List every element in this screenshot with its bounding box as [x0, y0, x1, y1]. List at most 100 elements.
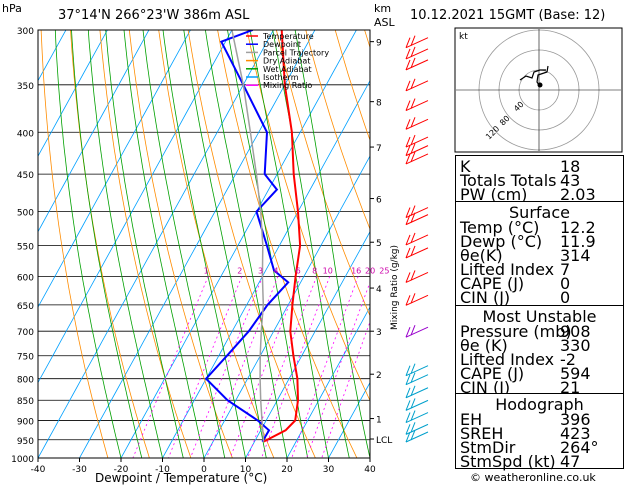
plot-frame: [37, 29, 371, 459]
wind-barb-flag: [410, 293, 416, 304]
legend-label: Wet Adiabat: [263, 65, 312, 74]
wind-barb-flag: [410, 270, 416, 281]
wind-barb-flag: [410, 205, 416, 216]
wind-barb-flag: [410, 429, 416, 441]
km-tick-label: 7: [376, 144, 382, 154]
x-tick-label: -40: [31, 465, 46, 475]
km-tick-label: 9: [376, 39, 382, 49]
km-label: km: [374, 2, 391, 15]
wind-barb-flag: [405, 153, 411, 165]
mixing-ratio-label: 25: [379, 266, 389, 275]
surface-panel: Surface Temp (°C) 12.2 Dewp (°C) 11.9 θe(K…: [455, 201, 624, 307]
pressure-tick-label: 950: [17, 437, 34, 447]
wind-barb: [405, 234, 429, 246]
wind-barb: [405, 271, 429, 283]
x-tick-label: -30: [72, 465, 87, 475]
wind-barb: [405, 59, 429, 71]
dry-adiabat-line: [276, 30, 370, 317]
wind-barb-flag: [405, 234, 411, 246]
wind-barb-flag: [405, 100, 411, 111]
wind-barb-flag: [405, 424, 411, 435]
mixing-ratio-axis-label: Mixing Ratio (g/kg): [390, 245, 400, 330]
wind-barb: [405, 48, 429, 60]
wind-barb-flag: [405, 295, 411, 306]
pressure-tick-label: 600: [17, 273, 34, 283]
indices-panel: K 18 Totals Totals 43 PW (cm) 2.03: [455, 155, 624, 204]
wind-barb: [405, 118, 429, 130]
pressure-tick-label: 750: [17, 353, 34, 363]
wet-adiabat-line: [105, 30, 184, 458]
x-tick-label: 10: [240, 465, 252, 475]
isotherm-line: [245, 230, 370, 458]
x-tick-label: 30: [323, 465, 335, 475]
pressure-tick-label: 300: [17, 27, 34, 37]
x-tick-label: 40: [364, 465, 376, 475]
legend-label: Isotherm: [263, 73, 299, 82]
isotherm-line: [286, 306, 370, 458]
mu-row: Lifted Index -2: [460, 350, 576, 369]
series-temperature: [263, 30, 302, 443]
x-tick-label: -10: [155, 465, 170, 475]
wind-barb-flag: [410, 422, 416, 433]
wind-barb: [405, 136, 429, 148]
pressure-tick-label: 350: [17, 82, 34, 92]
most-unstable-title: Most Unstable: [482, 307, 597, 326]
wet-adiabat-line: [123, 30, 205, 458]
wind-barbs: [405, 35, 429, 443]
hodo-row: EH 396: [460, 410, 591, 429]
pressure-tick-label: 800: [17, 376, 34, 386]
wind-barb-flag: [410, 245, 416, 257]
dry-adiabat-line: [99, 30, 192, 458]
wind-barb-flag: [410, 325, 416, 336]
wet-adiabat-line: [71, 30, 143, 458]
isotherm-line: [38, 30, 108, 157]
wind-barb-flag: [405, 412, 411, 423]
mixing-ratio-label: 2: [237, 266, 242, 275]
km-tick-label: 1: [376, 416, 382, 426]
pressure-tick-label: 500: [17, 209, 34, 219]
isotherm-line: [38, 30, 150, 233]
surface-row: θe(K) 314: [460, 246, 591, 265]
wind-barb: [405, 153, 429, 165]
asl-label: ASL: [374, 16, 396, 29]
axes: 3003504004505005506006507007508008509009…: [11, 27, 392, 475]
wind-barb-flag: [410, 363, 416, 374]
index-row: K 18: [460, 157, 581, 176]
wind-barb-flag: [405, 374, 411, 385]
wet-adiabat-line: [294, 30, 370, 458]
wind-barb: [405, 412, 429, 424]
wind-barb-flag: [405, 48, 411, 60]
wind-barb-flag: [405, 207, 411, 218]
wind-barb-flag: [410, 78, 416, 89]
isotherm-line: [38, 30, 191, 308]
km-tick-label: 2: [376, 371, 382, 381]
most-unstable-panel: Most Unstable Pressure (mb) 908 θe (K) 330…: [455, 305, 624, 397]
wet-adiabat-line: [54, 30, 122, 458]
pressure-tick-label: 450: [17, 171, 34, 181]
wind-barb-flag: [405, 80, 411, 91]
isotherm-line: [38, 30, 274, 458]
isotherm-line: [120, 30, 357, 458]
pressure-tick-label: 900: [17, 418, 34, 428]
dry-adiabat-line: [246, 30, 370, 402]
wind-barb-flag: [410, 410, 416, 421]
mixing-ratio-line: [132, 276, 209, 458]
wind-barb-flag: [405, 247, 411, 259]
wind-barb: [405, 374, 429, 386]
pressure-tick-label: 400: [17, 129, 34, 139]
mu-row: CIN (J) 21: [460, 378, 581, 397]
wind-barb-flag: [405, 59, 411, 71]
wind-barb: [405, 431, 429, 443]
x-axis-label: Dewpoint / Temperature (°C): [95, 471, 267, 485]
km-tick-label: 8: [376, 99, 382, 109]
isotherm-line: [79, 30, 316, 458]
wind-barb-flag: [410, 151, 416, 163]
wind-barb-flag: [405, 214, 411, 225]
mu-row: CAPE (J) 594: [460, 364, 591, 383]
mixing-ratio-label: 3: [258, 266, 263, 275]
mixing-ratio-line: [247, 276, 317, 458]
mixing-ratio-label: 4: [273, 266, 278, 275]
hodo-row: StmDir 264°: [460, 438, 599, 457]
